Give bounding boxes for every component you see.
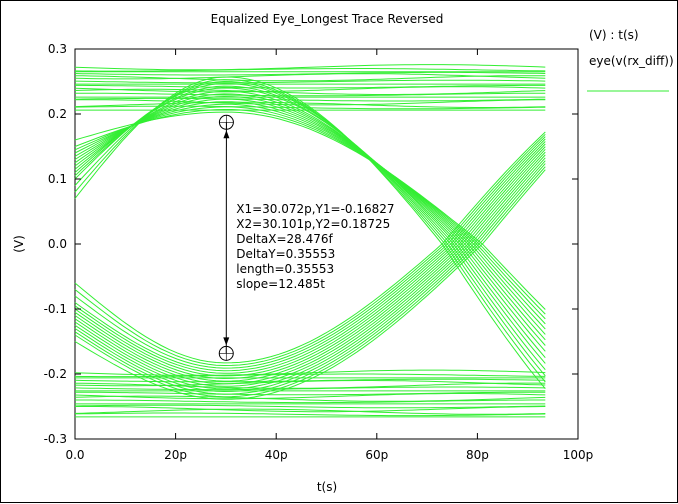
x-tick-label: 0.0 [65, 448, 84, 462]
marker-readout-line: DeltaY=0.35553 [236, 247, 335, 261]
legend-header: (V) : t(s) [589, 28, 639, 42]
legend: (V) : t(s) eye(v(rx_diff)) [587, 28, 674, 91]
y-tick-label: 0.3 [48, 42, 67, 56]
legend-entry-label[interactable]: eye(v(rx_diff)) [589, 54, 674, 68]
x-tick-label: 100p [563, 448, 594, 462]
chart-title: Equalized Eye_Longest Trace Reversed [211, 12, 444, 26]
y-tick-label: -0.3 [44, 432, 67, 446]
marker-readout-line: slope=12.485t [236, 277, 325, 291]
y-axis-label: (V) [12, 235, 26, 253]
x-tick-label: 60p [365, 448, 388, 462]
x-tick-label: 80p [466, 448, 489, 462]
y-tick-label: 0.2 [48, 107, 67, 121]
marker-readout-line: DeltaX=28.476f [236, 232, 333, 246]
y-tick-label: -0.2 [44, 367, 67, 381]
marker-readout-line: X1=30.072p,Y1=-0.16827 [236, 202, 394, 216]
y-tick-label: -0.1 [44, 302, 67, 316]
x-tick-label: 20p [164, 448, 187, 462]
marker-readout-line: length=0.35553 [236, 262, 334, 276]
y-tick-label: 0.0 [48, 237, 67, 251]
marker-readout-line: X2=30.101p,Y2=0.18725 [236, 217, 390, 231]
x-axis-label: t(s) [317, 480, 337, 494]
x-tick-label: 40p [265, 448, 288, 462]
y-tick-label: 0.1 [48, 172, 67, 186]
